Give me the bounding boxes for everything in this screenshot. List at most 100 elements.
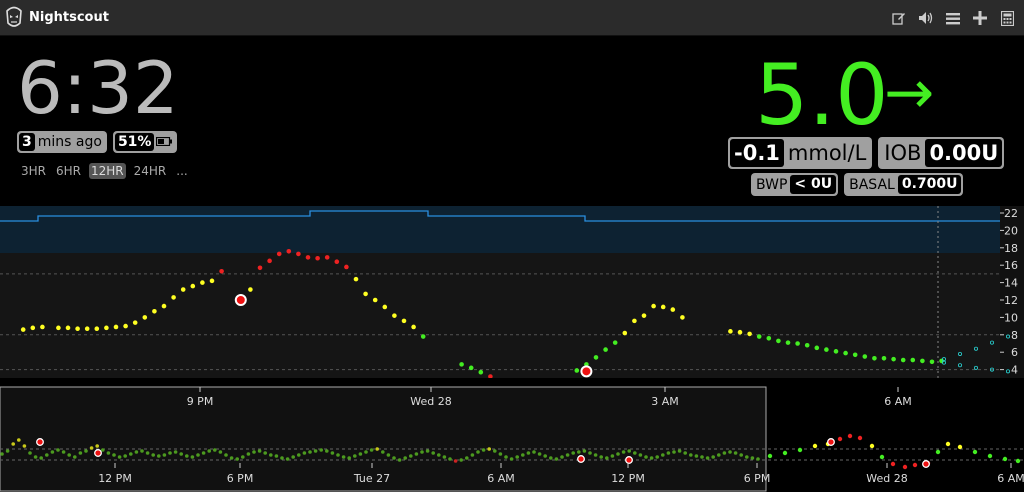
brush-treatment-marker — [625, 456, 633, 464]
range-6hr[interactable]: 6HR — [56, 164, 81, 178]
brush-point — [17, 438, 21, 442]
brush-point — [336, 453, 340, 457]
brush-point — [369, 448, 374, 452]
y-tick-label: 20 — [1004, 224, 1018, 237]
brush-point — [28, 451, 32, 455]
brush-point — [313, 449, 318, 453]
brush-point — [453, 459, 458, 463]
brush-point — [297, 453, 301, 457]
menu-icon[interactable] — [944, 9, 962, 27]
range-more[interactable]: ... — [176, 164, 188, 178]
brush-x-tick-label: 6 AM — [997, 472, 1024, 485]
bwp-pill[interactable]: BWP < 0U — [751, 173, 839, 196]
battery-icon — [156, 134, 173, 150]
iob-pill[interactable]: IOB 0.00U — [878, 137, 1005, 169]
glucose-point — [353, 276, 359, 282]
basal-line — [0, 210, 1000, 222]
range-24hr[interactable]: 24HR — [133, 164, 167, 178]
range-12hr[interactable]: 12HR — [89, 163, 126, 179]
glucose-point — [123, 323, 128, 329]
toolbar — [890, 9, 1016, 27]
basal-area — [0, 206, 1000, 253]
brush-point — [509, 457, 514, 461]
brush-point — [972, 449, 978, 455]
forecast-points — [942, 334, 1011, 374]
brush-point — [285, 457, 290, 461]
brush-point — [945, 441, 951, 447]
brush-point — [498, 452, 503, 456]
brush-point — [526, 451, 531, 455]
brush-point — [185, 454, 189, 458]
brush-point — [782, 450, 788, 456]
edit-icon[interactable] — [890, 9, 908, 27]
minutes-ago-label: mins ago — [37, 134, 102, 150]
brush-point — [123, 454, 127, 458]
brush-point — [235, 457, 239, 461]
brush-point — [593, 453, 598, 457]
brush-point — [655, 455, 659, 459]
glucose-point — [891, 356, 896, 362]
brush-treatment-marker — [36, 438, 44, 446]
treatment-marker — [234, 294, 247, 306]
range-3hr[interactable]: 3HR — [21, 164, 46, 178]
speaker-icon[interactable] — [917, 9, 935, 27]
trend-arrow-icon: → — [884, 58, 935, 128]
brush-point — [196, 453, 200, 457]
glucose-point — [305, 255, 311, 260]
brush-point — [112, 453, 116, 457]
glucose-point — [603, 347, 608, 352]
brush-point — [890, 461, 896, 467]
brush-point — [129, 452, 133, 456]
glucose-point — [344, 264, 349, 270]
basal-pill[interactable]: BASAL 0.700U — [844, 173, 964, 196]
brush-treatment-marker — [827, 438, 835, 446]
brush-point — [134, 450, 139, 454]
brush-point — [582, 449, 587, 453]
brush-point — [644, 455, 648, 459]
delta-pill: -0.1 mmol/L — [728, 137, 873, 169]
calculator-icon[interactable] — [998, 9, 1016, 27]
glucose-point — [324, 255, 330, 260]
brush-point — [649, 456, 654, 460]
brush-point — [621, 450, 626, 454]
glucose-point — [804, 342, 810, 348]
glucose-point — [276, 251, 282, 257]
brush-point — [588, 451, 592, 455]
brush-point — [459, 458, 464, 462]
plus-icon[interactable] — [971, 9, 989, 27]
brush-point — [252, 450, 256, 454]
brush-point — [750, 456, 755, 460]
brush-point — [616, 452, 620, 456]
brush-point — [728, 450, 732, 454]
brush-point — [330, 451, 335, 455]
brush-point — [39, 456, 43, 460]
brush-point — [797, 447, 803, 453]
brush-focus-window[interactable] — [0, 386, 767, 492]
brush-point — [420, 450, 424, 454]
brush-point — [117, 455, 122, 459]
brush-point — [661, 453, 665, 457]
glucose-point — [824, 347, 829, 352]
glucose-point — [334, 259, 340, 265]
brush-point — [409, 454, 413, 458]
brush-point — [745, 455, 749, 459]
bg-info-row: -0.1 mmol/L IOB 0.00U — [728, 137, 1005, 169]
brush-x-tick-label: 6 AM — [487, 472, 515, 485]
glucose-point — [881, 355, 887, 361]
glucose-point — [814, 345, 820, 351]
glucose-point — [161, 303, 167, 309]
glucose-point — [852, 352, 858, 358]
bwp-value: < 0U — [790, 175, 837, 194]
glucose-point — [872, 355, 877, 361]
brush-point — [414, 452, 419, 456]
brush-point — [767, 453, 773, 459]
glucose-point — [670, 307, 676, 312]
glucose-point — [171, 295, 176, 300]
brush-point — [857, 435, 863, 441]
brush-point — [364, 450, 368, 454]
glucose-point — [401, 318, 407, 324]
brush-point — [229, 456, 234, 460]
glucose-point — [180, 287, 186, 292]
brush-point — [879, 454, 885, 460]
